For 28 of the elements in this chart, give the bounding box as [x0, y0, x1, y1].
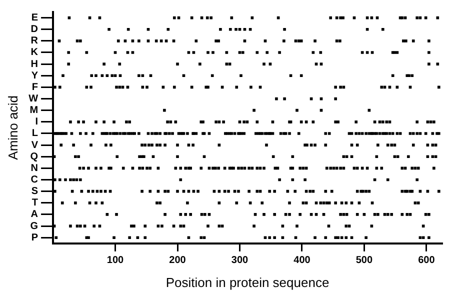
x-tick-label: 400 — [294, 255, 311, 266]
y-tick-label: T — [32, 198, 38, 209]
x-axis-title: Position in protein sequence — [166, 274, 330, 290]
y-tick-label: I — [35, 116, 38, 128]
y-tick-label: Q — [30, 151, 38, 162]
y-tick-label: V — [31, 140, 38, 151]
y-tick-label: A — [30, 209, 38, 220]
y-tick-label: W — [28, 94, 39, 105]
y-tick-label: Y — [31, 70, 38, 82]
y-tick-label: P — [31, 232, 38, 244]
y-tick-label: C — [30, 174, 38, 186]
x-tick-label: 100 — [106, 255, 124, 266]
y-axis-title: Amino acid — [5, 96, 20, 160]
y-tick-label: K — [30, 47, 39, 58]
x-tick-label: 600 — [418, 255, 436, 266]
y-tick-label: R — [30, 36, 39, 47]
x-tick-label: 300 — [231, 255, 249, 266]
y-tick-label: D — [30, 24, 38, 36]
y-tick-label: E — [31, 12, 38, 24]
x-tick-label: 500 — [356, 255, 373, 266]
y-tick-label: F — [32, 82, 38, 93]
x-tick-label: 200 — [169, 255, 186, 266]
y-tick-label: N — [30, 162, 38, 174]
y-tick-label: H — [30, 58, 38, 70]
y-tick-label: S — [31, 186, 38, 198]
y-tick-label: M — [30, 105, 38, 116]
y-tick-label: L — [32, 128, 38, 140]
y-tick-label: G — [30, 220, 38, 232]
